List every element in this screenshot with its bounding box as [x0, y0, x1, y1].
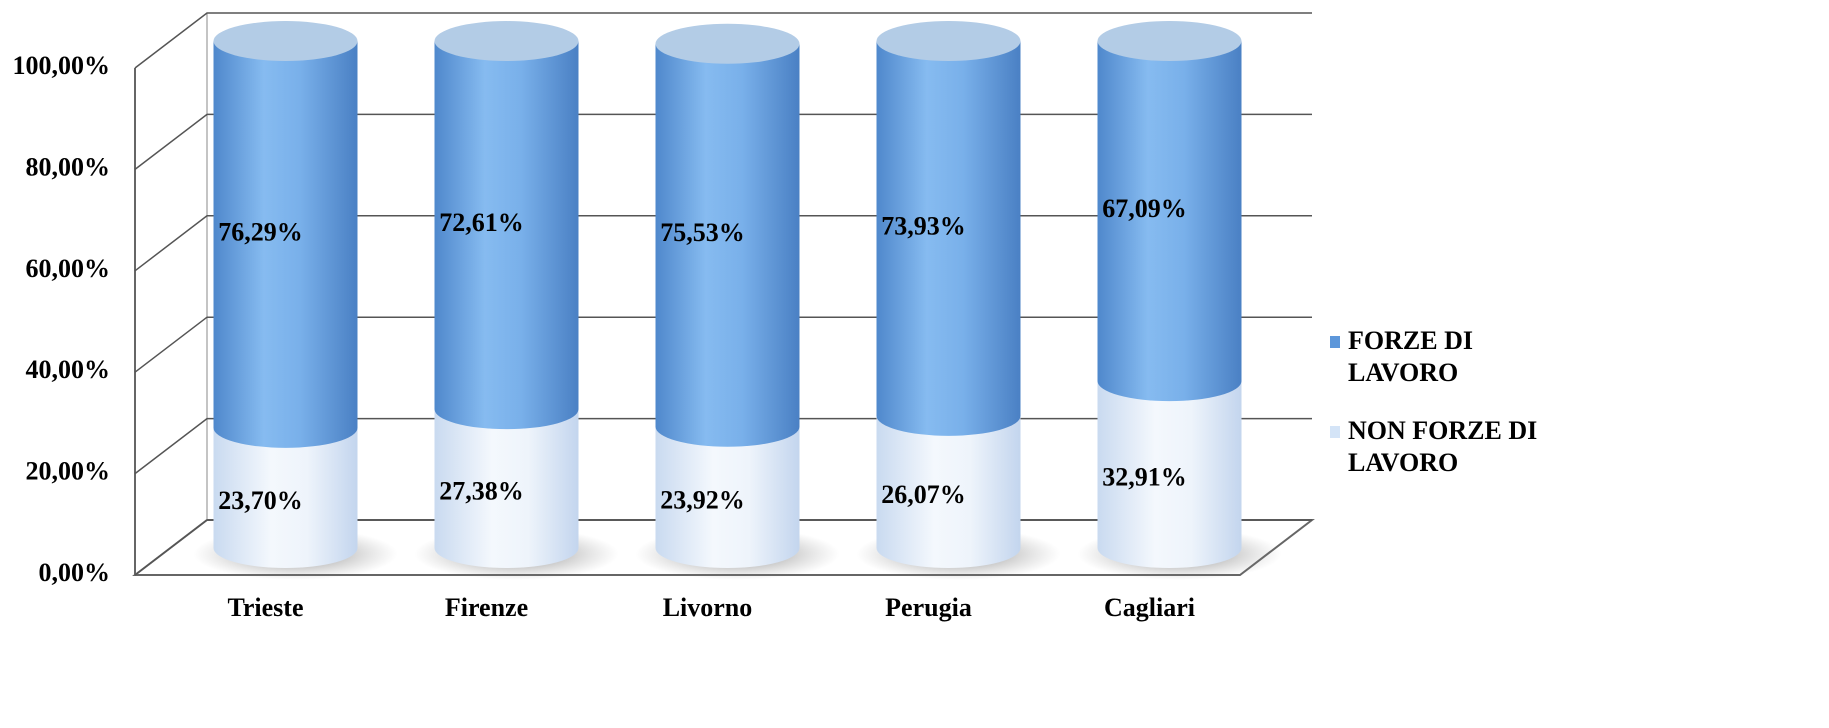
x-tick-label: Firenze — [445, 593, 528, 622]
cylinder-body — [1097, 41, 1242, 402]
bar-segment — [213, 21, 358, 448]
x-tick-label: Livorno — [663, 593, 753, 622]
value-label: 73,93% — [881, 211, 966, 240]
bar-segment — [213, 427, 358, 568]
bars: 23,70% 76,29% 27,38% 72,61% 23,92% 75,53% 26,0… — [193, 21, 1282, 580]
value-label: 23,70% — [218, 486, 303, 515]
bar-segment — [434, 21, 579, 430]
legend-swatch — [1330, 426, 1340, 438]
y-tick-label: 20,00% — [26, 457, 111, 486]
y-tick-label: 40,00% — [26, 355, 111, 384]
cylinder-top — [655, 23, 800, 64]
x-tick-label: Cagliari — [1104, 593, 1195, 622]
y-tick-label: 80,00% — [26, 152, 111, 181]
legend-label: NON FORZE DI LAVORO — [1348, 416, 1538, 477]
cylinder-body — [876, 41, 1021, 436]
value-label: 76,29% — [218, 217, 303, 246]
bar-segment — [655, 426, 800, 568]
cylinder-top — [213, 21, 358, 62]
value-label: 23,92% — [660, 485, 745, 514]
bar-segment — [876, 415, 1021, 568]
legend-label: FORZE DI LAVORO — [1348, 326, 1473, 387]
bar-segment — [1097, 381, 1242, 568]
cylinder-body — [1097, 381, 1242, 568]
value-label: 27,38% — [439, 477, 524, 506]
value-label: 67,09% — [1102, 194, 1187, 223]
y-tick-label: 0,00% — [39, 558, 111, 587]
x-tick-label: Perugia — [885, 593, 972, 622]
value-label: 32,91% — [1102, 463, 1187, 492]
cylinder-body — [655, 426, 800, 568]
legend-swatch — [1330, 336, 1340, 348]
bar-segment — [1097, 21, 1242, 402]
x-tick-label: Trieste — [227, 593, 303, 622]
y-tick-label: 60,00% — [26, 254, 111, 283]
cylinder-top — [434, 21, 579, 62]
grid-line — [134, 12, 1312, 69]
y-tick-label: 100,00% — [13, 51, 111, 80]
value-label: 26,07% — [881, 480, 966, 509]
value-label: 72,61% — [439, 208, 524, 237]
cylinder-body — [876, 415, 1021, 568]
cylinder-body — [434, 41, 579, 430]
value-label: 75,53% — [660, 218, 745, 247]
cylinder-body — [434, 409, 579, 568]
cylinder-body — [213, 427, 358, 568]
cylinder-body — [213, 41, 358, 448]
cylinder-body — [655, 43, 800, 447]
bar-segment — [655, 23, 800, 447]
bar-segment — [876, 21, 1021, 436]
cylinder-top — [1097, 21, 1242, 61]
bar-segment — [434, 409, 579, 568]
cylinder-top — [876, 21, 1021, 61]
